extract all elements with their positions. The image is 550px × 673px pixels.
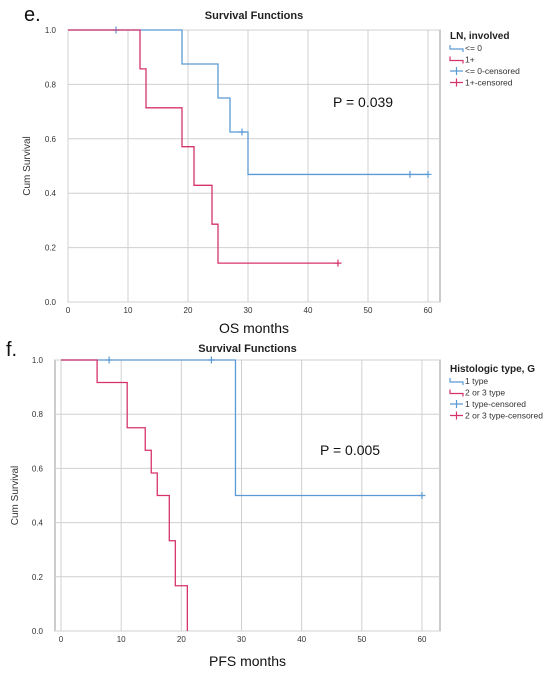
x-tick-label: 60 <box>424 306 433 315</box>
legend-swatch-line <box>449 378 464 385</box>
y-tick-label: 0.2 <box>32 573 44 582</box>
panel-label: e. <box>24 4 41 26</box>
legend-swatch-line <box>449 56 464 64</box>
panel-label: f. <box>6 339 17 361</box>
panel-f: f. Survival Functions 0 10 20 30 40 50 60 0.0 0.2 0… <box>6 339 543 669</box>
x-tick-label: 10 <box>117 635 126 644</box>
x-tick-label: 50 <box>364 306 373 315</box>
x-tick-label: 50 <box>357 635 366 644</box>
legend-label: 2 or 3 type-censored <box>465 411 543 421</box>
x-tick-label: 0 <box>59 635 64 644</box>
censor-mark-0 <box>424 170 432 178</box>
survival-curve-0 <box>61 359 422 497</box>
x-tick-label: 20 <box>184 306 193 315</box>
y-tick-label: 1.0 <box>32 356 44 365</box>
y-axis-label: Cum Survival <box>22 136 33 195</box>
x-axis-label: OS months <box>219 320 289 336</box>
p-value-annotation: P = 0.039 <box>333 94 393 110</box>
legend-label: 1+ <box>465 55 475 65</box>
chart-title: Survival Functions <box>205 10 303 22</box>
legend-label: 1+-censored <box>465 78 513 88</box>
y-tick-label: 0.0 <box>45 298 57 307</box>
legend-swatch-censor <box>450 78 463 87</box>
legend-label: 2 or 3 type <box>465 388 505 398</box>
x-tick-label: 60 <box>418 635 427 644</box>
legend-label: 1 type-censored <box>465 399 526 409</box>
chart-title: Survival Functions <box>198 343 296 355</box>
legend-title: LN, involved <box>450 31 509 42</box>
censor-mark-0 <box>207 356 215 364</box>
y-tick-label: 1.0 <box>45 26 57 35</box>
y-tick-label: 0.6 <box>45 135 57 144</box>
y-axis-label: Cum Survival <box>10 466 21 525</box>
x-axis-label: PFS months <box>209 653 286 669</box>
legend-title: Histologic type, G <box>450 364 535 375</box>
survival-curve-0 <box>68 29 428 176</box>
x-tick-label: 40 <box>304 306 313 315</box>
y-tick-label: 0.0 <box>32 627 44 636</box>
y-tick-label: 0.2 <box>45 244 57 253</box>
panel-e: e. Survival Functions 0 10 20 30 40 50 60 0.0 0.2 0… <box>22 4 520 336</box>
x-tick-label: 40 <box>297 635 306 644</box>
y-tick-label: 0.8 <box>32 410 44 419</box>
legend-swatch-censor <box>450 411 463 420</box>
x-tick-label: 10 <box>124 306 133 315</box>
p-value-annotation: P = 0.005 <box>320 442 380 458</box>
censor-mark-0 <box>418 492 426 499</box>
legend-label: <= 0 <box>465 43 482 53</box>
censor-mark-0 <box>238 128 246 136</box>
x-tick-label: 30 <box>237 635 246 644</box>
x-tick-label: 0 <box>66 306 71 315</box>
legend-swatch-line <box>449 389 464 397</box>
legend-swatch-censor <box>450 400 463 408</box>
y-tick-label: 0.4 <box>45 189 57 198</box>
y-tick-label: 0.4 <box>32 519 44 528</box>
survival-curve-1 <box>68 29 338 264</box>
y-tick-label: 0.6 <box>32 464 44 473</box>
legend-label: 1 type <box>465 376 488 386</box>
survival-curve-1 <box>61 359 188 631</box>
censor-mark-0 <box>105 356 113 364</box>
legend-swatch-line <box>449 45 464 52</box>
legend-swatch-censor <box>450 67 463 75</box>
legend-label: <= 0-censored <box>465 66 520 76</box>
y-tick-label: 0.8 <box>45 80 57 89</box>
x-tick-label: 30 <box>244 306 253 315</box>
x-tick-label: 20 <box>177 635 186 644</box>
censor-mark-0 <box>406 170 414 178</box>
censor-mark-1 <box>334 259 342 267</box>
